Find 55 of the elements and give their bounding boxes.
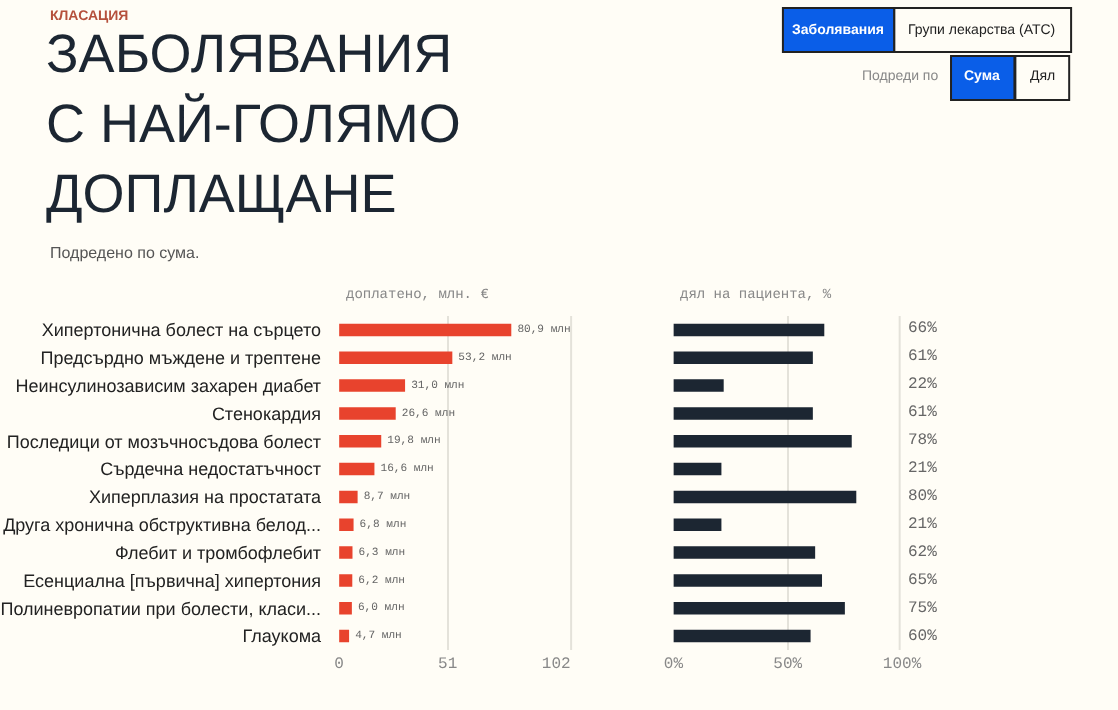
y-tick-label: Полиневропатии при болести, класи... [0, 598, 322, 619]
data-label: 61% [908, 348, 938, 366]
y-tick-label: Глаукома [242, 626, 322, 647]
bar [339, 490, 358, 504]
data-label: 80% [908, 488, 938, 506]
chart-title: ЗАБОЛЯВАНИЯ С НАЙ-ГОЛЯМО ДОПЛАЩАНЕ [46, 24, 461, 225]
data-label: 22% [908, 376, 938, 394]
bar [339, 546, 353, 559]
x-tick-label: 51 [438, 656, 458, 674]
text: Подредено по сума. [50, 244, 200, 262]
y-tick-label: Хипертонична болест на сърцето [41, 320, 322, 341]
x-tick-label: 100% [882, 656, 922, 674]
data-label: 75% [908, 600, 938, 618]
y-tick-label: Неинсулинозависим захарен диабет [15, 375, 322, 396]
bar [673, 518, 722, 532]
data-label: 66% [908, 320, 938, 338]
y-tick-label: Хиперплазия на простатата [89, 487, 322, 508]
data-label: 21% [908, 516, 938, 534]
y-tick-label: Сърдечна недостатъчност [100, 459, 322, 480]
y-tick-label: Есенциална [първична] хипертония [23, 570, 322, 591]
bar [673, 601, 845, 615]
bar [339, 574, 353, 587]
bar [673, 546, 816, 559]
x-tick-label: 0% [663, 656, 684, 674]
data-label: 62% [908, 544, 938, 562]
x-tick-label: 102 [541, 656, 571, 674]
bar [339, 434, 382, 448]
y-tick-label: Последици от мозъчносъдова болест [6, 431, 322, 452]
data-label: 61% [908, 404, 938, 422]
bar [339, 462, 375, 476]
bar [673, 434, 852, 448]
x-tick-label: 0 [334, 656, 345, 674]
bar [339, 351, 453, 365]
y-tick-label: Флебит и тромбофлебит [114, 542, 322, 563]
data-label: 78% [908, 432, 938, 450]
bar [673, 407, 813, 420]
bar [339, 601, 352, 615]
x-tick-label: 50% [773, 656, 803, 674]
bar [339, 518, 354, 532]
y-tick-label: Друга хронична обструктивна белод... [3, 515, 322, 536]
bar [339, 323, 512, 337]
bar [673, 462, 722, 476]
y-tick-label: Предсърдно мъждене и трептене [40, 348, 322, 369]
bar [339, 379, 406, 392]
data-label: 60% [908, 628, 938, 646]
data-label: 21% [908, 460, 938, 478]
bar [673, 629, 811, 643]
bar [339, 407, 396, 420]
bar [673, 490, 857, 504]
bar [673, 323, 825, 337]
y-tick-label: Стенокардия [211, 403, 322, 424]
bar [673, 351, 813, 365]
data-label: 65% [908, 572, 938, 590]
bar [673, 574, 823, 587]
bar [673, 379, 724, 392]
